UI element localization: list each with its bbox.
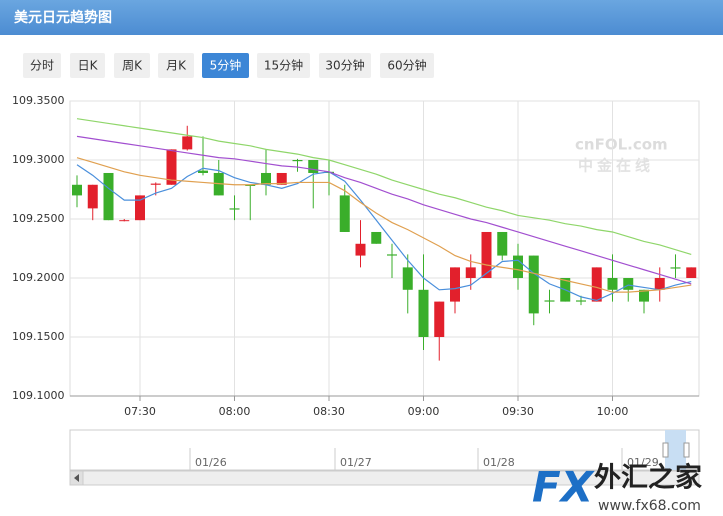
candle-body	[135, 195, 145, 221]
tab[interactable]	[380, 53, 434, 78]
tabs: 分时 日K 周K 月K 5分钟 15分钟 30分钟 60分钟	[23, 53, 434, 78]
handle-grip[interactable]	[683, 442, 690, 458]
header-title: 美元日元趋势图	[14, 9, 112, 26]
candle-body	[670, 267, 681, 269]
header-bar	[0, 0, 723, 35]
candle-body	[528, 255, 539, 314]
candle-body	[182, 136, 193, 150]
candle-body	[198, 170, 208, 173]
moving-average	[76, 157, 692, 293]
tab-label[interactable]: 周K	[122, 59, 143, 73]
candle-body	[465, 267, 476, 278]
y-tick-label: 109.1500	[12, 330, 65, 343]
candle-body	[418, 289, 429, 337]
y-tick-label: 109.1000	[12, 389, 65, 402]
y-tick-label: 109.2500	[12, 212, 65, 225]
candle-body	[103, 172, 114, 221]
x-tick-label: 10:00	[597, 405, 629, 418]
candle-body	[308, 160, 319, 173]
navigator	[69, 429, 700, 471]
candle-body	[339, 195, 350, 232]
candle-body	[623, 278, 634, 290]
candle-body	[513, 255, 523, 278]
candle-body	[261, 172, 271, 185]
candle-body	[434, 301, 445, 337]
tab[interactable]	[114, 53, 150, 78]
candle-body	[119, 220, 130, 222]
candle-body	[481, 231, 492, 278]
navigator-handle[interactable]	[665, 430, 686, 470]
watermark-brand: cnFOL.com	[575, 136, 668, 154]
logo-name: 外汇之家	[594, 462, 702, 494]
logo-mark: FX	[532, 463, 596, 512]
candle-body	[355, 243, 366, 256]
candle-body	[150, 183, 161, 185]
tab[interactable]	[202, 53, 249, 78]
x-tick-label: 09:30	[502, 405, 534, 418]
candle-body	[607, 278, 618, 290]
tab-label[interactable]: 分时	[30, 59, 54, 73]
logo-url: www.fx68.com	[598, 498, 701, 514]
navigator-date: 01/27	[340, 456, 372, 469]
tab[interactable]	[70, 53, 105, 78]
candle-body	[576, 300, 586, 302]
tab-label[interactable]: 15分钟	[264, 58, 303, 73]
candle-body	[544, 300, 555, 302]
y-tick-label: 109.2000	[12, 271, 65, 284]
scroll-arrow	[74, 474, 79, 482]
candle-body	[166, 149, 177, 185]
candle-body	[276, 172, 287, 185]
candle-body	[639, 289, 649, 302]
candle-body	[229, 208, 240, 210]
candle-body	[72, 184, 82, 196]
navigator-date: 01/28	[483, 456, 515, 469]
candle-body	[591, 267, 602, 302]
tab-label[interactable]: 日K	[78, 59, 99, 73]
candle-body	[402, 267, 413, 290]
tab[interactable]	[257, 53, 310, 78]
tab-label[interactable]: 月K	[166, 59, 187, 73]
tab-label[interactable]: 30分钟	[325, 58, 364, 73]
candle-body	[450, 267, 460, 302]
moving-average	[76, 135, 692, 285]
x-tick-label: 08:30	[313, 405, 345, 418]
candle-body	[387, 254, 397, 256]
navigator-dates: 01/26 01/27 01/28 01/29	[189, 448, 659, 470]
watermark-name: 中金在线	[578, 157, 654, 175]
navigator-date: 01/29	[627, 456, 659, 469]
tab-label[interactable]: 5分钟	[210, 58, 242, 73]
candle-body	[686, 267, 697, 278]
marks	[72, 118, 697, 361]
x-tick-label: 08:00	[219, 405, 251, 418]
candle-body	[371, 231, 382, 244]
candle-body	[292, 160, 303, 162]
y-tick-label: 109.3000	[12, 153, 65, 166]
candle-body	[87, 184, 98, 209]
candle-body	[654, 278, 665, 290]
tab[interactable]	[158, 53, 194, 78]
navigator-date: 01/26	[195, 456, 227, 469]
moving-average	[76, 164, 692, 302]
x-tick-label: 07:30	[124, 405, 156, 418]
y-tick-label: 109.3500	[12, 94, 65, 107]
x-tick-label: 09:00	[408, 405, 440, 418]
candle-body	[497, 231, 508, 256]
handle-grip[interactable]	[662, 442, 669, 458]
tab[interactable]	[23, 53, 61, 78]
tab-label[interactable]: 60分钟	[387, 58, 426, 73]
tab[interactable]	[319, 53, 371, 78]
moving-average	[76, 118, 692, 255]
